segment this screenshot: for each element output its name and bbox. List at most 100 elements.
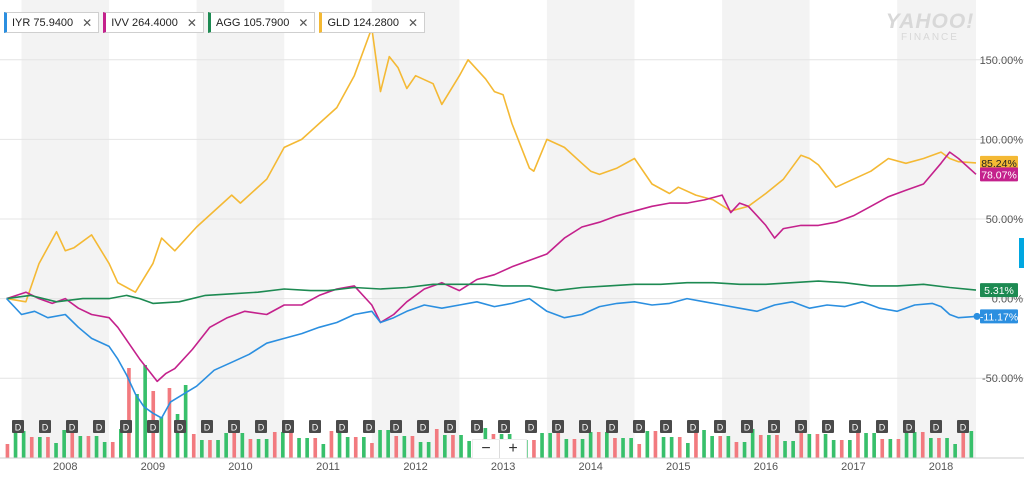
volume-bar — [232, 433, 237, 458]
series-end-label: -11.17% — [980, 311, 1018, 323]
volume-bar — [378, 430, 382, 458]
close-icon[interactable]: ✕ — [82, 15, 93, 30]
series-end-label: 78.07% — [981, 169, 1017, 181]
dividend-marker — [120, 420, 132, 433]
year-band — [897, 0, 976, 458]
volume-bar — [78, 436, 83, 458]
volume-bar — [110, 442, 115, 458]
volume-bar — [467, 441, 471, 458]
dividend-marker — [417, 420, 429, 433]
dividend-marker-label: D — [771, 423, 778, 433]
volume-bar — [402, 436, 407, 458]
volume-bar — [305, 438, 309, 458]
volume-bar — [13, 431, 18, 458]
dividend-marker — [66, 420, 78, 433]
volume-bar — [38, 437, 42, 458]
volume-bar — [961, 431, 966, 458]
scroll-handle[interactable] — [1019, 238, 1024, 268]
close-icon[interactable]: ✕ — [408, 15, 419, 30]
year-band — [546, 0, 635, 458]
volume-bar — [21, 431, 26, 458]
x-tick-label: 2015 — [666, 461, 690, 473]
legend-price: 75.9400 — [33, 16, 74, 29]
volume-bar — [443, 435, 447, 458]
volume-bar — [815, 434, 820, 458]
volume-bar — [758, 435, 763, 458]
volume-bar — [702, 430, 706, 458]
volume-bar — [256, 439, 261, 458]
dividend-marker-label: D — [582, 423, 589, 433]
volume-bar — [119, 429, 123, 458]
x-tick-label: 2009 — [141, 461, 165, 473]
dividend-marker — [687, 420, 699, 433]
volume-bar — [127, 368, 131, 458]
watermark-line2: FINANCE — [901, 32, 959, 43]
dividend-marker — [255, 420, 267, 433]
series-end-badge — [980, 283, 1018, 298]
dividend-marker — [147, 420, 159, 433]
legend-chip-iyr[interactable]: IYR 75.9400 ✕ — [4, 12, 100, 33]
y-tick-label: -50.00% — [982, 373, 1023, 385]
volume-bar — [62, 430, 66, 458]
dividend-marker — [228, 420, 240, 433]
volume-bar — [46, 437, 50, 458]
x-tick-label: 2011 — [316, 461, 340, 473]
volume-bar — [791, 441, 795, 458]
dividend-marker-label: D — [447, 423, 454, 433]
volume-bar — [605, 432, 609, 458]
zoom-in-button[interactable]: + — [499, 440, 526, 458]
dividend-marker — [822, 420, 834, 433]
series-end-badge — [980, 309, 1018, 324]
volume-bar — [86, 436, 91, 458]
volume-bar — [953, 444, 957, 458]
dividend-marker-label: D — [798, 423, 805, 433]
x-tick-label: 2018 — [929, 461, 953, 473]
volume-bar — [159, 417, 164, 458]
dividend-marker-label: D — [258, 423, 265, 433]
legend-chip-ivv[interactable]: IVV 264.4000 ✕ — [103, 12, 204, 33]
series-lines — [6, 27, 977, 419]
dividend-marker — [579, 420, 591, 433]
volume-bar — [629, 438, 633, 458]
volume-bar — [872, 433, 876, 458]
zoom-out-button[interactable]: − — [481, 440, 491, 457]
dividend-marker-label: D — [150, 423, 157, 433]
dividend-marker-label: D — [123, 423, 130, 433]
legend-price: 264.4000 — [132, 16, 178, 29]
dividend-marker-label: D — [285, 423, 292, 433]
volume-bar — [888, 439, 893, 458]
dividend-marker — [498, 420, 510, 433]
legend-chip-agg[interactable]: AGG 105.7900 ✕ — [207, 12, 316, 33]
volume-bar — [969, 431, 974, 458]
volume-bar — [143, 365, 147, 458]
series-line-iyr — [6, 297, 977, 419]
y-tick-label: 150.00% — [980, 55, 1024, 67]
dividend-marker-label: D — [852, 423, 859, 433]
volume-bar — [653, 431, 658, 458]
volume-bar — [345, 437, 350, 458]
volume-bar — [904, 432, 909, 458]
volume-bar — [767, 435, 771, 458]
dividend-marker — [957, 420, 969, 433]
x-tick-label: 2014 — [578, 461, 602, 473]
dividend-marker — [525, 420, 537, 433]
volume-bar — [694, 430, 698, 458]
dividend-marker-label: D — [15, 423, 22, 433]
series-line-gld — [6, 27, 977, 303]
volume-bar — [29, 437, 34, 458]
volume-bar — [135, 394, 139, 458]
legend-chip-gld[interactable]: GLD 124.2800 ✕ — [319, 12, 426, 33]
volume-bar — [426, 442, 431, 458]
volume-bar — [580, 439, 585, 458]
volume-bar — [831, 440, 836, 458]
volume-bar — [645, 431, 650, 458]
y-axis: 150.00%100.00%50.00%0.00%-50.00% — [980, 55, 1024, 385]
volume-bar — [5, 444, 10, 458]
dividend-marker-label: D — [501, 423, 508, 433]
close-icon[interactable]: ✕ — [186, 15, 197, 30]
close-icon[interactable]: ✕ — [298, 15, 309, 30]
dividend-marker-label: D — [906, 423, 913, 433]
volume-bar — [621, 438, 625, 458]
legend-symbol: GLD — [327, 16, 351, 29]
